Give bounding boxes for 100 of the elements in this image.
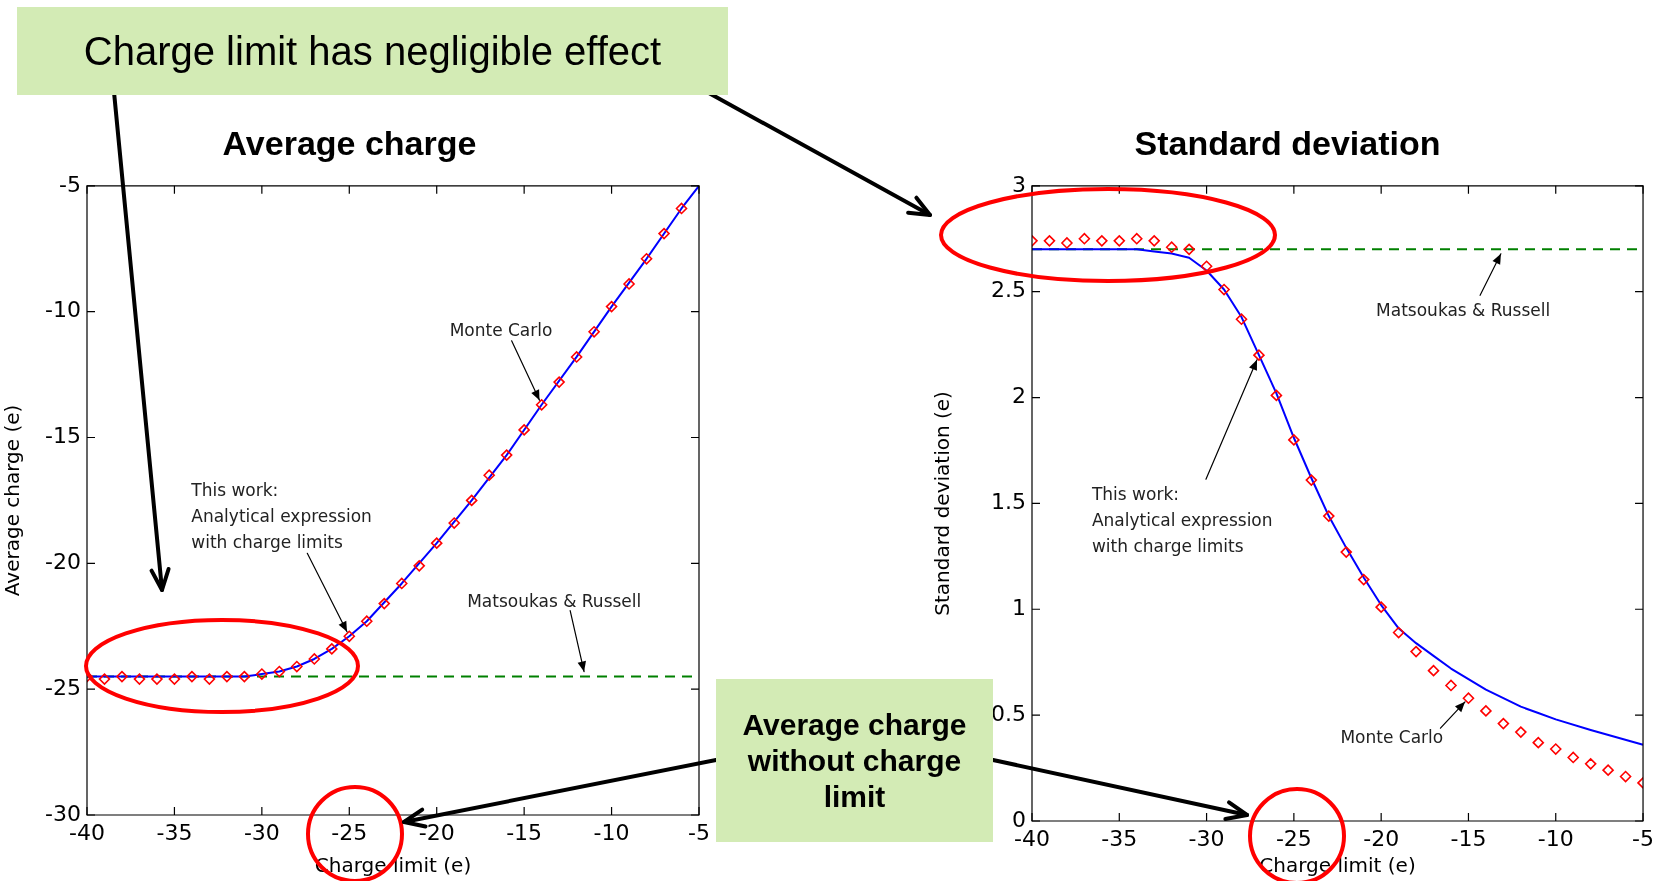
point <box>116 670 128 683</box>
point <box>483 469 495 482</box>
point <box>1375 601 1387 613</box>
x-tick-label: -20 <box>418 819 455 845</box>
y-tick-label: -20 <box>45 549 81 575</box>
point <box>168 673 181 685</box>
point <box>1235 313 1248 325</box>
x-tick-label: -5 <box>688 819 710 845</box>
y-tick-label: -15 <box>45 423 81 449</box>
x-tick-label: -10 <box>1537 825 1574 851</box>
y-tick-label: 2.5 <box>991 277 1026 303</box>
point <box>535 398 548 411</box>
point <box>1218 283 1230 296</box>
point <box>605 300 618 313</box>
x-tick-label: -30 <box>1188 825 1225 851</box>
point <box>1148 235 1161 247</box>
x-tick-label: -35 <box>156 819 193 845</box>
y-tick-label: -30 <box>45 800 81 826</box>
point <box>1322 510 1335 522</box>
point <box>221 670 233 683</box>
point <box>675 202 688 215</box>
y-axis-title: Standard deviation (e) <box>930 391 955 616</box>
annotation: This work: Analytical expression with charge limits <box>191 479 372 555</box>
point <box>308 653 321 665</box>
point <box>1043 235 1056 247</box>
x-tick-label: -25 <box>331 819 368 845</box>
point <box>326 643 338 655</box>
y-axis-title: Average charge (e) <box>0 404 25 597</box>
point <box>1497 717 1510 730</box>
point <box>256 668 268 680</box>
point <box>1602 764 1614 776</box>
annotation: Monte Carlo <box>1340 726 1444 750</box>
chart-title: Standard deviation <box>1134 123 1441 162</box>
point <box>448 517 460 529</box>
point <box>413 560 426 572</box>
point <box>1183 243 1195 256</box>
x-tick-label: -35 <box>1101 825 1138 851</box>
point <box>1130 232 1143 245</box>
point <box>1270 389 1283 402</box>
y-tick-label: 0.5 <box>991 700 1026 726</box>
y-tick-label: -25 <box>45 674 81 700</box>
point <box>553 376 565 388</box>
y-tick-label: -10 <box>45 297 81 323</box>
chart-title: Average charge <box>222 123 477 162</box>
ref-line-label: Matsoukas & Russell <box>467 589 642 613</box>
point <box>151 673 163 685</box>
y-tick-label: 1.5 <box>991 489 1026 515</box>
x-tick-label: -15 <box>506 819 543 845</box>
point <box>465 494 478 507</box>
x-tick-label: -25 <box>1275 825 1312 851</box>
point <box>186 670 198 683</box>
y-tick-label: 2 <box>1012 383 1026 409</box>
y-tick-label: -5 <box>59 171 81 197</box>
point <box>623 278 635 290</box>
point <box>1096 235 1108 247</box>
point <box>1567 751 1579 764</box>
point <box>1427 664 1440 677</box>
point <box>273 665 286 678</box>
point <box>395 577 408 590</box>
y-tick-label: 3 <box>1012 171 1026 197</box>
point <box>1165 241 1178 253</box>
point <box>343 630 356 643</box>
annotation: This work: Analytical expression with charge limits <box>1091 483 1273 559</box>
text: Average charge without charge limit <box>742 707 967 813</box>
y-tick-label: 1 <box>1012 594 1026 620</box>
annotation: Monte Carlo <box>449 318 553 342</box>
text: Charge limit has negligible effect <box>17 7 728 95</box>
point <box>1515 726 1527 738</box>
point <box>1584 758 1597 770</box>
point <box>291 660 303 673</box>
point <box>1532 736 1545 749</box>
point <box>430 537 443 549</box>
x-tick-label: -20 <box>1363 825 1400 851</box>
point <box>500 449 513 461</box>
point <box>1340 546 1353 558</box>
point <box>1462 692 1475 704</box>
point <box>98 673 111 685</box>
x-tick-label: -15 <box>1450 825 1487 851</box>
point <box>518 424 530 436</box>
point <box>1392 626 1405 639</box>
x-tick-label: -30 <box>243 819 280 845</box>
point <box>133 673 146 685</box>
point <box>203 673 216 685</box>
point <box>1480 705 1492 717</box>
point <box>360 615 373 628</box>
point <box>658 227 670 240</box>
y-tick-label: 0 <box>1012 806 1026 832</box>
point <box>1357 573 1370 586</box>
point <box>1253 349 1265 361</box>
point <box>1113 235 1126 247</box>
point <box>1619 770 1632 783</box>
point <box>1445 679 1457 692</box>
point <box>1288 434 1300 446</box>
x-tick-label: -5 <box>1632 825 1654 851</box>
point <box>1410 645 1422 658</box>
ref-line-label: Matsoukas & Russell <box>1376 299 1551 323</box>
point <box>1061 237 1073 249</box>
point <box>1549 743 1562 755</box>
x-tick-label: -10 <box>593 819 630 845</box>
point <box>1305 474 1318 486</box>
